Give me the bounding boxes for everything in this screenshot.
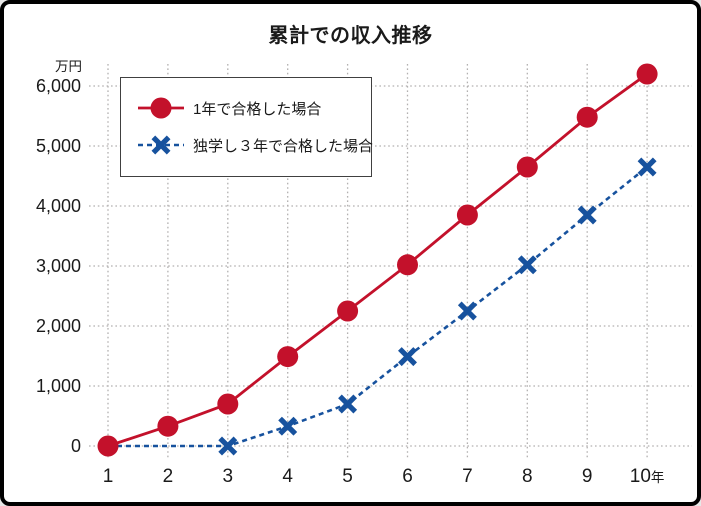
y-axis-unit-label: 万円 (55, 59, 82, 74)
data-point-x (577, 205, 597, 225)
data-point-circle (217, 393, 239, 415)
chart-title: 累計での収入推移 (268, 25, 433, 47)
x-tick-label: 5 (342, 466, 353, 487)
y-tick-label: 0 (71, 436, 81, 456)
legend-swatch-red-circle-line (138, 97, 184, 119)
x-tick-label: 3 (223, 466, 234, 487)
x-tick-label: 9 (582, 466, 593, 487)
x-tick-label: 7 (462, 466, 473, 487)
data-point-x (637, 157, 657, 177)
legend-item-pass-in-1-year: 1年で合格した場合 (138, 97, 321, 119)
x-tick-label: 4 (282, 466, 293, 487)
x-tick-label: 10年 (630, 466, 665, 487)
x-tick-label: 2 (163, 466, 174, 487)
data-point-circle (576, 106, 598, 128)
data-point-x (278, 416, 298, 436)
legend-item-self-study-3-years: 独学し３年で合格した場合 (138, 134, 373, 156)
series-line-0 (107, 72, 648, 448)
x-tick-label: 6 (402, 466, 413, 487)
y-tick-label: 5,000 (36, 136, 81, 156)
y-tick-label: 3,000 (36, 256, 81, 276)
legend-swatch-blue-x-dashed-line (138, 135, 184, 155)
data-point-circle (277, 346, 299, 368)
y-tick-label: 2,000 (36, 316, 81, 336)
legend-sample-x (151, 135, 171, 155)
x-tick-label: 1 (103, 466, 114, 487)
x-tick-label: 8 (522, 466, 533, 487)
data-point-circle (337, 300, 359, 322)
data-point-circle (636, 63, 658, 85)
data-point-x (398, 347, 417, 367)
y-tick-label: 6,000 (36, 76, 81, 96)
y-tick-label: 4,000 (36, 196, 81, 216)
data-point-circle (456, 204, 478, 226)
data-point-circle (397, 254, 418, 276)
data-point-x (517, 255, 537, 275)
legend-sample-circle (150, 97, 172, 119)
data-point-x (457, 301, 477, 321)
legend-label: 1年で合格した場合 (193, 100, 322, 118)
y-tick-label: 1,000 (36, 376, 81, 396)
data-point-x (338, 394, 358, 414)
legend: 1年で合格した場合 独学し３年で合格した場合 (120, 77, 373, 177)
line-chart: 0 1,000 2,000 3,000 4,000 5,000 6,000 万円 1 2 3 4 5 6 7… (36, 59, 692, 487)
data-point-x (218, 436, 238, 456)
data-point-circle (157, 415, 179, 437)
legend-label: 独学し３年で合格した場合 (193, 137, 374, 155)
data-point-circle (516, 156, 538, 178)
series-line-1 (108, 165, 648, 448)
data-point-circle (97, 435, 119, 457)
